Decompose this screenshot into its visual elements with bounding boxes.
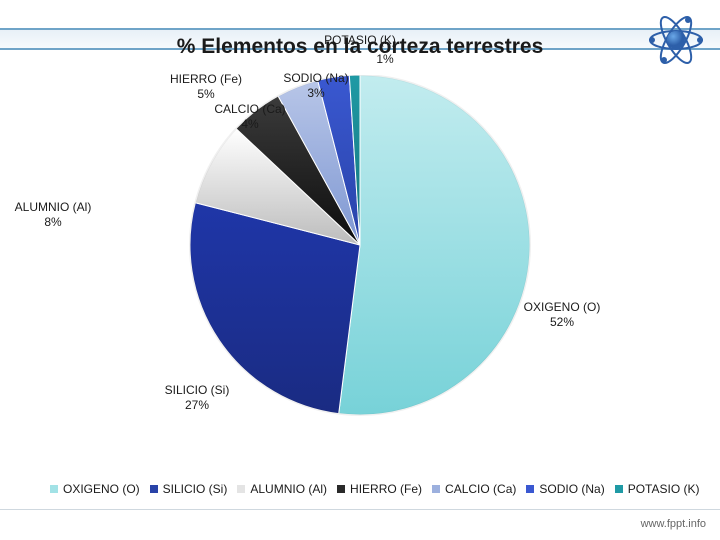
legend-item: ALUMNIO (Al) <box>237 482 327 496</box>
legend-label: HIERRO (Fe) <box>350 482 422 496</box>
legend-label: OXIGENO (O) <box>63 482 140 496</box>
slice-name-sodio: SODIO (Na) <box>283 71 348 85</box>
slice-pct-alumnio: 8% <box>44 215 61 229</box>
slice-label-sodio: SODIO (Na)3% <box>269 71 363 101</box>
slide-frame: POTASIO (K) % Elementos en la corteza te… <box>0 0 720 540</box>
legend-swatch <box>337 485 345 493</box>
legend-swatch <box>526 485 534 493</box>
slice-name-oxigeno: OXIGENO (O) <box>524 300 601 314</box>
legend-swatch <box>150 485 158 493</box>
slice-name-hierro: HIERRO (Fe) <box>170 72 242 86</box>
slice-label-calcio: CALCIO (Ca)4% <box>203 102 297 132</box>
slice-pct-silicio: 27% <box>185 398 209 412</box>
legend: OXIGENO (O) SILICIO (Si) ALUMNIO (Al) HIERR… <box>50 482 690 496</box>
legend-swatch <box>615 485 623 493</box>
pie-slice-oxigeno <box>339 75 530 415</box>
slice-label-hierro: HIERRO (Fe)5% <box>159 72 253 102</box>
footer-rule <box>0 509 720 510</box>
slice-name-silicio: SILICIO (Si) <box>165 383 230 397</box>
slice-pct-hierro: 5% <box>197 87 214 101</box>
slice-pct-oxigeno: 52% <box>550 315 574 329</box>
slice-label-alumnio: ALUMNIO (Al)8% <box>6 200 100 230</box>
legend-item: CALCIO (Ca) <box>432 482 516 496</box>
footer-site: www.fppt.info <box>641 518 706 530</box>
legend-label: POTASIO (K) <box>628 482 700 496</box>
legend-item: SILICIO (Si) <box>150 482 228 496</box>
slice-pct-potasio: 1% <box>376 52 393 66</box>
legend-item: OXIGENO (O) <box>50 482 140 496</box>
legend-swatch <box>432 485 440 493</box>
legend-item: SODIO (Na) <box>526 482 604 496</box>
legend-item: POTASIO (K) <box>615 482 700 496</box>
legend-label: ALUMNIO (Al) <box>250 482 327 496</box>
slice-pct-sodio: 3% <box>307 86 324 100</box>
legend-swatch <box>237 485 245 493</box>
legend-label: CALCIO (Ca) <box>445 482 516 496</box>
slice-label-silicio: SILICIO (Si)27% <box>150 383 244 413</box>
legend-item: HIERRO (Fe) <box>337 482 422 496</box>
slice-label-oxigeno: OXIGENO (O)52% <box>515 300 609 330</box>
legend-label: SILICIO (Si) <box>163 482 228 496</box>
slice-name-alumnio: ALUMNIO (Al) <box>15 200 92 214</box>
legend-label: SODIO (Na) <box>539 482 604 496</box>
slice-pct-calcio: 4% <box>241 117 258 131</box>
slice-label-potasio: 1% <box>338 52 432 67</box>
legend-swatch <box>50 485 58 493</box>
slice-name-calcio: CALCIO (Ca) <box>214 102 285 116</box>
